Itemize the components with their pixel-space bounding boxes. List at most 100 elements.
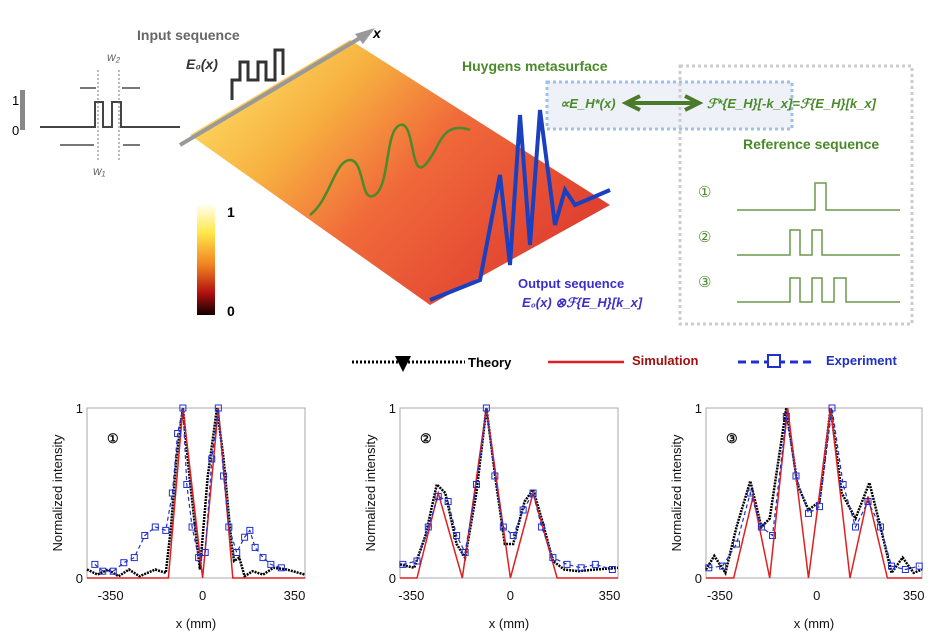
experiment-point xyxy=(901,566,909,573)
series-experiment xyxy=(708,407,920,571)
y-tick-label: 0 xyxy=(76,571,83,586)
legend-theory: Theory xyxy=(468,355,512,370)
reference-pulses xyxy=(737,182,900,303)
w1-label: w₁ xyxy=(93,164,106,178)
experiment-point xyxy=(538,523,546,531)
output-spikes xyxy=(429,109,611,302)
experiment-point xyxy=(746,489,754,497)
metasurface-plane xyxy=(190,40,610,305)
x-tick-label: -350 xyxy=(398,588,424,603)
experiment-point xyxy=(888,562,896,570)
series-theory xyxy=(704,407,923,577)
reference-box xyxy=(678,64,914,326)
series-simulation xyxy=(400,407,618,579)
experiment-point xyxy=(828,404,836,412)
level-bracket xyxy=(20,90,25,130)
experiment-point xyxy=(195,554,203,562)
y-axis-label: Normalized intensity xyxy=(669,434,684,552)
chart-index-label: ③ xyxy=(726,431,738,446)
experiment-point xyxy=(174,430,182,437)
experiment-point xyxy=(444,498,452,505)
experiment-point xyxy=(201,549,209,556)
experiment-point xyxy=(792,472,800,480)
x-axis-label: x (mm) xyxy=(489,616,529,631)
y-tick-label: 0 xyxy=(695,571,702,586)
legend-simulation: Simulation xyxy=(632,353,699,368)
experiment-point xyxy=(782,413,790,420)
experiment-point xyxy=(434,492,442,500)
width-arrows xyxy=(60,87,140,146)
experiment-point xyxy=(608,566,616,573)
formula-left: ∝E_H*(x) xyxy=(560,96,616,111)
experiment-point xyxy=(424,523,432,531)
y-tick-label: 1 xyxy=(76,401,83,416)
x-axis-label: x (mm) xyxy=(794,616,834,631)
experiment-point xyxy=(549,554,557,562)
legend-experiment: Experiment xyxy=(826,353,897,368)
chart-3: -350 0 350 0 1 x (mm) Normalized intensity ③ xyxy=(669,401,925,631)
x-tick-label: 0 xyxy=(813,588,820,603)
experiment-point xyxy=(162,526,170,534)
experiment-point xyxy=(225,523,233,531)
plot-frame xyxy=(705,407,923,579)
experiment-point xyxy=(259,554,267,562)
experiment-point xyxy=(188,523,196,531)
level-0-label: 0 xyxy=(12,123,20,138)
output-formula: E₀(x) ⊗ℱ{E_H}[k_x] xyxy=(522,295,643,310)
experiment-point xyxy=(577,564,585,572)
colorbar xyxy=(197,205,215,315)
w2-label: w₂ xyxy=(107,50,121,64)
level-1-label: 1 xyxy=(12,93,20,108)
x-axis-label: x (mm) xyxy=(176,616,216,631)
reference-label-3: ③ xyxy=(698,274,712,291)
experiment-point xyxy=(413,557,421,565)
experiment-point xyxy=(461,549,469,556)
experiment-point xyxy=(120,559,128,567)
experiment-point xyxy=(915,562,923,570)
experiment-point xyxy=(179,404,187,412)
experiment-point xyxy=(816,503,824,511)
experiment-point xyxy=(267,560,275,568)
x-tick-label: -350 xyxy=(707,588,733,603)
plot-frame xyxy=(399,407,619,579)
e0-label: E₀(x) xyxy=(186,56,218,72)
x-tick-label: 350 xyxy=(284,588,306,603)
x-tick-label: -350 xyxy=(98,588,124,603)
experiment-point xyxy=(233,549,241,556)
experiment-point xyxy=(491,472,499,480)
double-arrow xyxy=(621,94,704,112)
x-axis-label: x xyxy=(373,25,381,41)
input-pulse xyxy=(40,101,180,128)
experiment-point xyxy=(719,562,727,570)
experiment-point xyxy=(214,404,222,412)
x-tick-label: 350 xyxy=(903,588,925,603)
formula-box xyxy=(545,80,794,131)
series-simulation xyxy=(706,407,922,579)
experiment-point xyxy=(768,532,776,539)
experiment-point xyxy=(509,532,517,539)
experiment-point xyxy=(277,564,285,572)
chart-index-label: ① xyxy=(107,431,119,446)
experiment-point xyxy=(141,532,149,539)
x-tick-label: 0 xyxy=(199,588,206,603)
series-simulation xyxy=(87,407,305,579)
green-wave xyxy=(309,123,471,216)
y-tick-label: 0 xyxy=(389,571,396,586)
chart-index-label: ② xyxy=(420,431,432,446)
x-tick-label: 350 xyxy=(599,588,621,603)
y-axis-label: Normalized intensity xyxy=(50,434,65,552)
experiment-point xyxy=(241,533,249,541)
x-tick-label: 0 xyxy=(507,588,514,603)
plot-frame xyxy=(86,407,306,579)
input-sequence-title: Input sequence xyxy=(137,27,240,43)
experiment-point xyxy=(519,506,527,514)
experiment-point xyxy=(151,523,159,531)
experiment-point xyxy=(839,481,847,488)
experiment-point xyxy=(246,526,254,534)
experiment-point xyxy=(757,523,765,531)
experiment-point xyxy=(91,560,99,568)
experiment-point xyxy=(852,523,860,531)
experiment-point xyxy=(705,564,713,572)
experiment-point xyxy=(251,543,259,551)
